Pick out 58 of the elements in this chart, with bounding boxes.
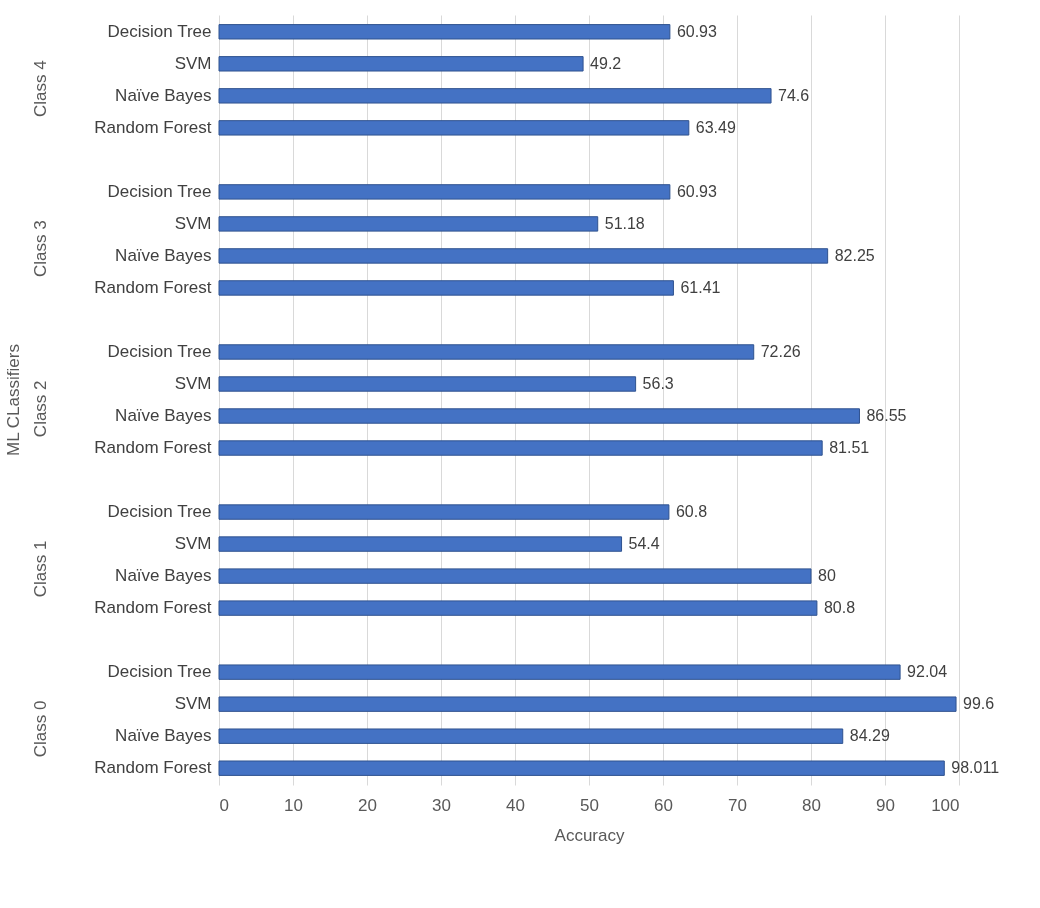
y-tick-label: Random Forest: [94, 598, 212, 618]
x-tick-label: 20: [358, 795, 377, 815]
y-tick-label: Decision Tree: [107, 341, 212, 361]
data-label: 74.6: [778, 86, 810, 104]
x-tick-label: 60: [654, 795, 673, 815]
text: Class 1: [31, 540, 50, 598]
x-axis-title: Accuracy: [554, 825, 625, 845]
x-tick-label: 50: [580, 795, 599, 815]
y-tick-label: Decision Tree: [107, 662, 212, 682]
data-label: 60.93: [676, 22, 718, 40]
data-label: 84.29: [849, 727, 890, 745]
y-tick-label: Decision Tree: [107, 21, 212, 41]
data-label: 92.04: [907, 663, 948, 681]
data-label: 61.41: [680, 278, 721, 296]
data-label: 51.18: [604, 214, 645, 232]
y-tick-label: Random Forest: [94, 758, 212, 778]
x-tick-label: 10: [284, 795, 303, 815]
data-label: 54.4: [628, 535, 660, 553]
y-axis-title: ML CLassifiers: [4, 344, 23, 456]
text: Class 4: [31, 60, 50, 117]
data-label: 63.49: [695, 118, 736, 136]
data-label: 56.3: [642, 374, 674, 392]
x-tick-label: 100: [931, 795, 960, 815]
data-label: 72.26: [760, 342, 801, 360]
x-tick-label: 90: [876, 795, 895, 815]
text: Class 3: [31, 220, 50, 278]
data-label: 99.6: [963, 695, 995, 713]
y-tick-label: Naïve Bayes: [115, 566, 212, 586]
x-tick-label: 70: [728, 795, 747, 815]
x-tick-label: 30: [432, 795, 451, 815]
data-label: 60.8: [675, 503, 708, 521]
data-label: 80.8: [823, 599, 856, 617]
text: Class 2: [31, 380, 50, 438]
data-label: 80: [818, 567, 836, 585]
y-tick-label: SVM: [174, 534, 212, 554]
y-tick-label: Naïve Bayes: [115, 406, 212, 426]
y-tick-label: Random Forest: [94, 438, 212, 458]
y-tick-label: Random Forest: [94, 277, 212, 297]
data-label: 60.93: [676, 182, 718, 200]
x-tick-label: 80: [802, 795, 821, 815]
y-tick-label: SVM: [174, 694, 212, 714]
text: Class 0: [31, 700, 50, 758]
data-label: 98.011: [951, 759, 1000, 777]
y-tick-label: Naïve Bayes: [115, 245, 212, 265]
y-tick-label: SVM: [174, 213, 212, 233]
y-tick-label: SVM: [174, 53, 212, 73]
x-tick-label: 40: [506, 795, 525, 815]
data-label: 81.51: [829, 439, 870, 457]
y-tick-label: Decision Tree: [107, 181, 212, 201]
y-tick-label: SVM: [174, 373, 212, 393]
y-tick-label: Decision Tree: [107, 502, 212, 522]
data-label: 86.55: [866, 407, 907, 425]
data-label: 82.25: [834, 246, 875, 264]
x-tick-label: 0: [219, 795, 229, 815]
y-tick-label: Naïve Bayes: [115, 726, 212, 746]
y-tick-label: Random Forest: [94, 117, 212, 137]
data-label: 49.2: [590, 54, 622, 72]
y-tick-label: Naïve Bayes: [115, 85, 212, 105]
